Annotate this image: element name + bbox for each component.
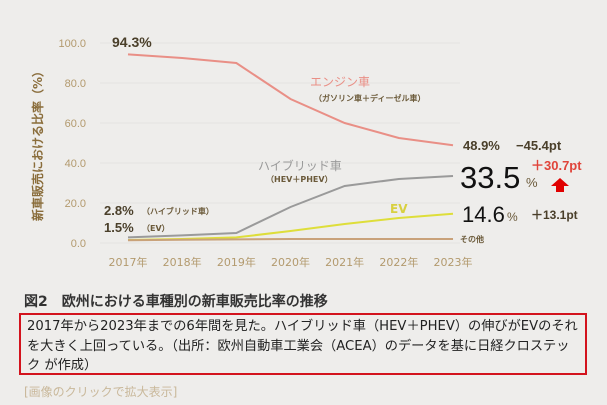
hybrid-series-sublabel: （HEV＋PHEV）: [266, 174, 333, 184]
engine-start-label: 94.3%: [112, 34, 152, 50]
y-tick-label: 40.0: [65, 158, 86, 170]
y-tick-label: 100.0: [58, 38, 86, 50]
y-axis-label: 新車販売における比率（%）: [30, 65, 45, 221]
x-tick-label: 2019年: [217, 255, 256, 269]
hybrid-end-unit: %: [526, 175, 538, 190]
figure-title: 図2 欧州における車種別の新車販売比率の推移: [24, 294, 328, 310]
ev-end-unit: %: [507, 210, 518, 224]
hybrid-change-label: ＋30.7pt: [531, 158, 582, 173]
engine-end-label: 48.9%: [463, 138, 500, 153]
ev-start-note: （EV）: [142, 223, 170, 233]
hybrid-series-label: ハイブリッド車: [258, 158, 342, 173]
ev-end-value: 14.6: [462, 202, 505, 227]
figure-caption: 2017年から2023年までの6年間を見た。ハイブリッド車（HEV＋PHEV）の…: [19, 313, 587, 375]
hybrid-start-label: 2.8%: [104, 203, 134, 218]
y-tick-label: 20.0: [65, 198, 86, 210]
hybrid-start-note: （ハイブリッド車）: [142, 206, 214, 216]
x-tick-label: 2017年: [109, 255, 148, 269]
x-tick-label: 2021年: [325, 255, 364, 269]
x-tick-label: 2018年: [163, 255, 202, 269]
y-tick-label: 60.0: [65, 118, 86, 130]
series-line-3: [127, 238, 453, 242]
engine-change-label: −45.4pt: [516, 138, 562, 153]
other-series-label: その他: [460, 234, 484, 244]
x-tick-label: 2020年: [271, 255, 310, 269]
x-tick-label: 2023年: [434, 255, 473, 269]
line-chart[interactable]: 0.0 20.0 40.0 60.0 80.0 100.0 2017年 2018年 2019年…: [0, 0, 607, 290]
ev-start-label: 1.5%: [104, 220, 134, 235]
x-tick-label: 2022年: [379, 255, 418, 269]
ev-change-label: ＋13.1pt: [531, 208, 578, 222]
enlarge-image-link[interactable]: [画像のクリックで拡大表示]: [24, 385, 178, 399]
ev-series-label: EV: [390, 202, 408, 216]
y-tick-label: 0.0: [71, 238, 86, 250]
y-tick-label: 80.0: [65, 78, 86, 90]
up-arrow-icon: [551, 178, 569, 192]
hybrid-end-value: 33.5: [460, 160, 520, 195]
engine-series-sublabel: （ガソリン車＋ディーゼル車）: [314, 93, 425, 103]
engine-series-label: エンジン車: [310, 75, 370, 89]
